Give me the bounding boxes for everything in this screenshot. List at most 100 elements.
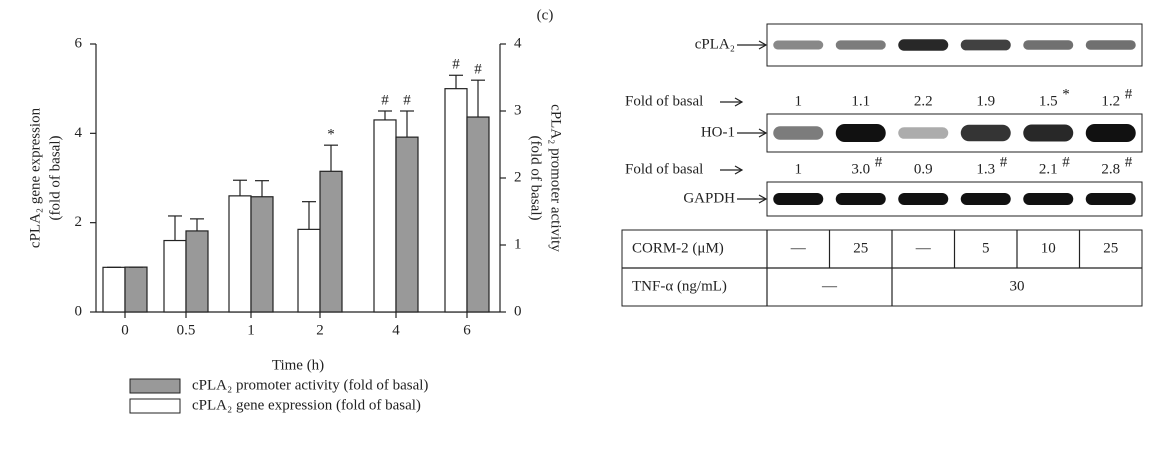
y-tick-label: 0 [75,303,83,319]
significance-mark: * [327,127,335,143]
x-tick-label: 1 [247,322,255,338]
table-cell: — [790,240,807,256]
fold-value: 1.9 [976,93,995,109]
y-tick-label: 4 [75,125,83,141]
fold-mark: # [1125,86,1133,102]
blot-band [898,127,949,139]
bar [163,239,187,313]
fold-value: 1.3 [976,161,995,177]
blot-band [1023,40,1074,50]
y-axis-title-line: cPLA₂ gene expression [27,107,43,248]
legend-label: cPLA₂ gene expression (fold of basal) [192,397,421,413]
significance-mark: # [452,57,460,73]
legend-swatch [129,378,181,394]
significance-mark: # [381,92,389,108]
fold-value: 0.9 [914,161,933,177]
fold-value: 3.0 [851,161,870,177]
blot-band [960,124,1011,142]
table-cell: — [915,240,932,256]
bar [319,170,343,313]
x-tick-label: 6 [463,322,471,338]
y-axis-title: cPLA₂ gene expression (fold of basal) [27,107,63,248]
bar [124,266,148,313]
bar [373,119,397,313]
fold-value: 1.5 [1039,93,1058,109]
fold-value: 1 [795,161,803,177]
blot-band [1085,124,1136,142]
table-cell: 25 [853,240,868,256]
blot-band [1085,193,1136,205]
bar [228,195,252,313]
panel-label: (c) [537,7,554,23]
y-axis-title-line: (fold of basal) [47,136,63,221]
y2-tick-label: 0 [514,303,522,319]
y2-tick-label: 2 [514,169,522,185]
blot-arrow-head [758,128,768,138]
fold-mark: # [1125,154,1133,170]
bar [102,266,126,313]
blot-band [1085,40,1136,50]
table-row-label: TNF-α (ng/mL) [632,278,727,294]
blot-band [773,40,824,50]
table-cell: — [821,278,838,294]
x-tick-label: 0.5 [177,322,196,338]
fold-arrow-head [734,165,744,175]
y2-axis-title: cPLA₂ promoter activity (fold of basal) [528,104,564,252]
y2-tick-label: 3 [514,102,522,118]
table-cell: 5 [982,240,990,256]
fold-mark: # [875,154,883,170]
blot-band [835,193,886,205]
bar [250,196,274,313]
blot-band [960,193,1011,205]
legend-swatch [129,398,181,414]
blot-arrow-head [758,40,768,50]
significance-mark: # [474,62,482,78]
x-tick-label: 4 [392,322,400,338]
blot-frame [766,23,1143,67]
blot-band [1023,124,1074,142]
x-tick-label: 0 [121,322,129,338]
fold-mark: # [1062,154,1070,170]
fold-value: 1 [795,93,803,109]
significance-mark: # [403,92,411,108]
table-cell: 25 [1103,240,1118,256]
blot-arrow-head [758,194,768,204]
table-cell: 30 [1010,278,1025,294]
fold-value: 1.1 [851,93,870,109]
blot-band [960,39,1011,51]
blot-frame [766,181,1143,217]
blot-label: GAPDH [683,190,735,206]
y2-tick-label: 1 [514,236,522,252]
blot-band [898,193,949,205]
fold-label: Fold of basal [625,93,703,109]
y-tick-label: 2 [75,214,83,230]
fold-value: 2.1 [1039,161,1058,177]
fold-value: 2.8 [1101,161,1120,177]
table-row-label: CORM-2 (μM) [632,240,724,256]
blot-band [773,193,824,205]
y2-tick-label: 4 [514,35,522,51]
y2-axis-title-line: (fold of basal) [528,136,544,221]
bar [297,228,321,313]
table-cell: 10 [1041,240,1056,256]
fold-value: 1.2 [1101,93,1120,109]
y2-axis-title-line: cPLA₂ promoter activity [548,104,564,252]
blot-band [773,126,824,140]
bar [185,230,209,313]
x-tick-label: 2 [316,322,324,338]
blot-band [835,124,886,142]
bar [395,136,419,313]
blot-label: HO-1 [701,124,735,140]
bar [466,116,490,313]
bar [444,88,468,313]
legend-label: cPLA₂ promoter activity (fold of basal) [192,377,428,393]
blot-band [835,40,886,50]
fold-mark: # [1000,154,1008,170]
blot-band [898,39,949,51]
fold-mark: * [1062,86,1070,102]
blot-frame [766,113,1143,153]
fold-arrow-head [734,97,744,107]
blot-band [1023,193,1074,205]
fold-label: Fold of basal [625,161,703,177]
